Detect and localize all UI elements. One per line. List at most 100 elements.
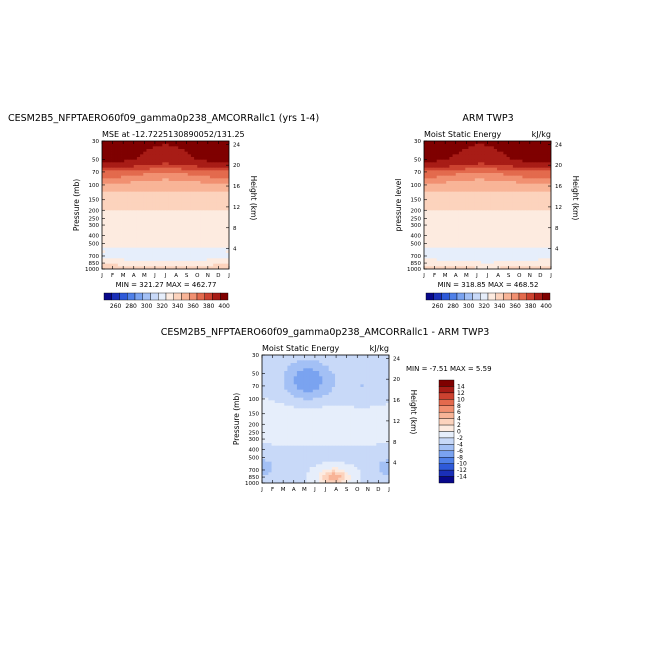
field-cell: [178, 194, 182, 198]
field-cell: [133, 210, 138, 214]
field-cell: [190, 191, 195, 195]
field-cell: [544, 215, 549, 219]
field-cell: [209, 234, 214, 238]
field-cell: [171, 266, 176, 269]
field-cell: [213, 218, 217, 222]
field-cell: [458, 154, 463, 158]
field-cell: [474, 242, 479, 246]
field-cell: [133, 215, 138, 219]
field-cell: [111, 194, 116, 198]
field-cell: [117, 157, 122, 161]
field-cell: [219, 149, 224, 153]
field-cell: [216, 151, 220, 155]
field-cell: [140, 149, 144, 153]
field-cell: [335, 360, 339, 364]
field-cell: [452, 263, 457, 267]
field-cell: [449, 173, 453, 177]
field-cell: [436, 266, 441, 269]
field-cell: [127, 170, 131, 174]
field-cell: [535, 247, 539, 251]
field-cell: [465, 263, 469, 267]
field-cell: [194, 250, 198, 254]
field-cell: [315, 363, 320, 367]
field-cell: [315, 392, 320, 396]
field-cell: [427, 210, 431, 214]
field-cell: [271, 400, 276, 404]
field-cell: [200, 183, 205, 187]
field-cell: [197, 258, 201, 262]
field-cell: [516, 183, 520, 187]
field-cell: [300, 389, 304, 393]
field-cell: [216, 245, 220, 249]
field-cell: [114, 149, 119, 153]
field-cell: [209, 146, 214, 150]
field-cell: [306, 381, 311, 385]
field-cell: [216, 159, 220, 163]
field-cell: [347, 424, 352, 428]
field-cell: [487, 255, 492, 259]
field-cell: [547, 149, 551, 153]
field-cell: [443, 263, 447, 267]
field-cell: [512, 157, 517, 161]
field-cell: [312, 403, 317, 407]
field-cell: [335, 395, 339, 399]
field-cell: [197, 149, 201, 153]
field-cell: [194, 157, 198, 161]
field-cell: [306, 429, 311, 433]
field-cell: [354, 424, 358, 428]
field-cell: [209, 165, 214, 169]
field-cell: [124, 258, 128, 262]
field-cell: [200, 157, 205, 161]
field-cell: [178, 223, 182, 227]
field-cell: [194, 207, 198, 211]
field-cell: [484, 175, 488, 179]
field-cell: [328, 381, 333, 385]
field-cell: [446, 143, 450, 147]
field-cell: [203, 146, 208, 150]
field-cell: [446, 231, 450, 235]
field-cell: [528, 210, 533, 214]
field-cell: [535, 154, 539, 158]
field-cell: [225, 149, 229, 153]
field-cell: [181, 229, 185, 233]
field-cell: [547, 231, 551, 235]
field-cell: [465, 149, 469, 153]
field-cell: [216, 215, 220, 219]
field-cell: [271, 384, 276, 388]
field-cell: [487, 258, 492, 262]
field-cell: [443, 218, 447, 222]
field-cell: [471, 149, 476, 153]
field-cell: [222, 183, 227, 187]
field-cell: [528, 146, 533, 150]
field-cell: [165, 213, 170, 217]
field-cell: [168, 229, 173, 233]
field-cell: [121, 186, 125, 190]
field-cell: [338, 355, 342, 359]
field-cell: [108, 221, 112, 225]
field-cell: [360, 357, 365, 361]
field-cell: [366, 360, 371, 364]
field-cell: [357, 355, 361, 359]
field-cell: [159, 173, 163, 177]
field-cell: [322, 427, 326, 431]
field-cell: [206, 183, 211, 187]
field-cell: [197, 239, 201, 243]
field-cell: [455, 266, 460, 269]
field-cell: [493, 239, 498, 243]
field-cell: [519, 239, 523, 243]
field-cell: [268, 408, 272, 412]
field-cell: [360, 421, 365, 425]
field-cell: [436, 223, 441, 227]
field-cell: [225, 261, 229, 265]
field-cell: [206, 141, 211, 145]
field-cell: [382, 419, 387, 423]
field-cell: [535, 239, 539, 243]
field-cell: [133, 181, 138, 185]
field-cell: [181, 261, 185, 265]
field-cell: [471, 143, 476, 147]
field-cell: [271, 392, 276, 396]
field-cell: [458, 183, 463, 187]
field-cell: [319, 376, 323, 380]
field-cell: [287, 376, 291, 380]
field-cell: [268, 429, 272, 433]
